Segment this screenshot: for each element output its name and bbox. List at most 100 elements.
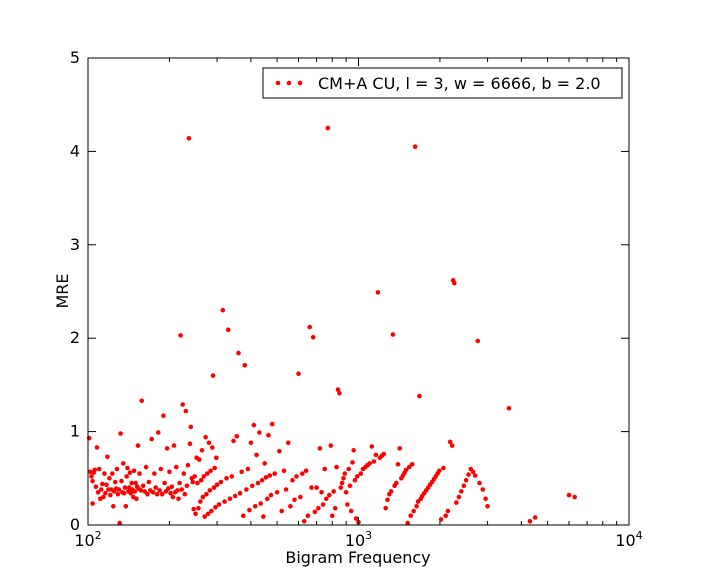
data-point: [107, 476, 112, 481]
data-point: [139, 398, 144, 404]
data-point: [92, 467, 98, 473]
data-point: [257, 430, 262, 435]
data-point: [209, 508, 214, 514]
data-point: [348, 508, 354, 514]
data-point: [375, 290, 381, 295]
data-point: [266, 433, 271, 438]
data-point: [199, 448, 205, 453]
data-point: [527, 519, 533, 524]
data-point: [470, 469, 476, 475]
data-point: [316, 505, 321, 511]
data-point: [259, 477, 265, 483]
data-point: [300, 471, 305, 476]
data-point: [169, 484, 175, 490]
data-point: [328, 443, 334, 448]
data-point: [122, 485, 128, 490]
data-point: [187, 441, 193, 447]
x-axis-label: Bigram Frequency: [285, 548, 430, 567]
data-point: [241, 513, 246, 518]
data-point: [102, 471, 107, 476]
data-point: [254, 452, 259, 458]
data-point: [175, 488, 180, 493]
data-point: [317, 446, 323, 451]
data-points: [86, 125, 577, 526]
data-point: [105, 454, 110, 460]
data-point: [459, 489, 464, 494]
data-point: [261, 514, 266, 519]
data-point: [483, 496, 488, 502]
data-point: [303, 468, 309, 474]
data-point: [415, 499, 421, 504]
data-point: [108, 492, 113, 498]
data-point: [198, 477, 204, 483]
data-point: [96, 466, 102, 472]
data-point: [178, 333, 183, 338]
data-point: [367, 461, 373, 466]
data-point: [248, 440, 254, 446]
data-point: [338, 485, 344, 490]
data-point: [353, 516, 359, 521]
plot-frame: [87, 57, 630, 526]
legend-marker: [297, 80, 303, 86]
data-point: [324, 496, 329, 502]
data-point: [443, 513, 449, 518]
data-point: [186, 136, 192, 141]
data-point: [140, 483, 146, 489]
y-tick-label: 0: [70, 515, 80, 534]
data-point: [137, 471, 142, 476]
data-point: [90, 478, 95, 484]
data-point: [90, 501, 95, 506]
data-point: [152, 471, 157, 476]
data-point: [157, 488, 162, 493]
data-point: [220, 307, 226, 313]
data-point: [506, 406, 512, 411]
data-point: [463, 477, 469, 483]
data-point: [283, 487, 289, 492]
data-point: [322, 466, 328, 472]
axis-ticks: 0 1 2 3 4 5 102 103 104: [70, 48, 643, 550]
data-point: [244, 487, 249, 492]
data-point: [146, 479, 152, 485]
data-point: [406, 464, 412, 470]
data-point: [156, 430, 161, 435]
data-point: [263, 475, 269, 480]
data-point: [337, 391, 342, 396]
data-point: [229, 474, 235, 479]
data-point: [193, 511, 198, 517]
data-point: [188, 424, 194, 430]
data-point: [198, 499, 203, 504]
legend-marker: [286, 80, 292, 86]
data-point: [206, 440, 212, 446]
data-point: [167, 469, 172, 475]
data-point: [174, 464, 179, 470]
data-point: [179, 487, 184, 492]
data-point: [403, 467, 409, 473]
data-point: [327, 492, 332, 498]
data-point: [345, 502, 350, 507]
data-point: [216, 502, 222, 507]
data-point: [456, 494, 462, 500]
data-point: [286, 440, 291, 446]
data-point: [245, 466, 251, 472]
data-point: [301, 519, 307, 524]
data-point: [111, 504, 116, 509]
data-point: [358, 471, 364, 476]
data-point: [314, 485, 319, 490]
x-tick-label: 102: [74, 529, 101, 550]
data-point: [352, 477, 358, 483]
data-point: [104, 482, 109, 488]
data-point: [123, 504, 129, 509]
data-point: [100, 481, 105, 487]
y-tick-label: 4: [70, 141, 80, 160]
data-point: [192, 474, 197, 479]
data-point: [274, 490, 280, 495]
data-point: [388, 489, 394, 494]
data-point: [182, 491, 188, 497]
legend: CM+A CU, l = 3, w = 6666, b = 2.0: [262, 67, 623, 99]
data-point: [298, 494, 303, 500]
data-point: [265, 496, 270, 502]
data-point: [124, 474, 129, 479]
data-point: [319, 490, 324, 495]
data-point: [185, 462, 191, 468]
